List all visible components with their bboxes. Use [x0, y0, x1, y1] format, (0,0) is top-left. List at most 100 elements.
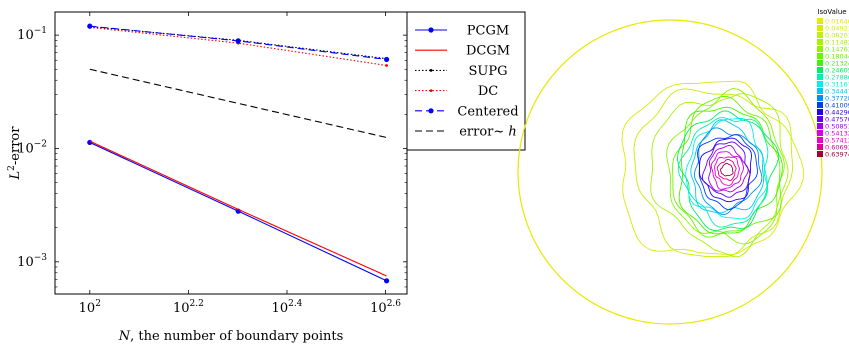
contour-level	[698, 137, 752, 203]
isovalue-label: 0.0164037	[825, 18, 849, 26]
contour-level	[693, 127, 763, 216]
isovalue-swatch	[817, 67, 823, 73]
isovalue-swatch	[817, 123, 823, 129]
isovalue-swatch	[817, 144, 823, 150]
y-axis-label: L2-error	[7, 126, 23, 181]
x-tick-exp: 2.6	[387, 299, 402, 309]
x-tick-base: 10	[272, 301, 289, 316]
y-tick-base: 10	[17, 255, 34, 270]
contour-level	[677, 117, 769, 228]
contour-level	[685, 117, 768, 220]
isovalue-label: 0.0492112	[825, 25, 849, 33]
y-tick-base: 10	[17, 28, 34, 43]
series-line	[89, 140, 387, 277]
y-tick-base: 10	[17, 141, 34, 156]
legend-label-text: error~	[459, 125, 508, 140]
domain-boundary	[517, 19, 823, 325]
contour-level	[710, 151, 744, 190]
y-axis-label-text: -error	[8, 126, 23, 165]
series-point	[385, 64, 388, 67]
isovalue-label: 0.639746	[825, 151, 849, 159]
y-tick-exp: −3	[34, 253, 48, 263]
isovalue-label: 0.442901	[825, 109, 849, 117]
isovalue-swatch	[817, 53, 823, 59]
isovalue-swatch	[817, 109, 823, 115]
series-point	[383, 56, 390, 63]
isovalue-label: 0.541324	[825, 130, 849, 138]
isovalue-label: 0.377286	[825, 95, 849, 103]
series-point	[383, 278, 390, 284]
legend: PCGM DCGM SUPG DC Centered error~ h	[406, 11, 526, 151]
isovalue-swatch	[817, 88, 823, 94]
legend-label: DC	[478, 84, 498, 99]
isovalue-label: 0.508516	[825, 123, 849, 131]
isovalue-swatch	[817, 74, 823, 80]
isovalue-swatch	[817, 81, 823, 87]
y-tick-label: 10−3	[17, 253, 47, 270]
legend-label: DCGM	[466, 44, 510, 59]
series-line	[89, 68, 387, 139]
isovalue-label: 0.574131	[825, 137, 849, 145]
legend-label: SUPG	[469, 64, 508, 79]
isovalue-label: 0.410094	[825, 102, 849, 110]
convergence-plot: 102 102.2 102.4 102.610−310−210−1 N, the nu…	[7, 11, 526, 344]
isovalue-swatch	[817, 137, 823, 143]
legend-box	[406, 11, 526, 151]
isovalue-swatch	[817, 46, 823, 52]
x-tick-base: 10	[79, 301, 96, 316]
legend-label: Centered	[457, 104, 518, 119]
x-axis-label-text: , the number of boundary points	[130, 329, 343, 344]
x-tick-base: 10	[173, 301, 190, 316]
isovalue-swatch	[817, 39, 823, 45]
y-axis-label-sup: 2	[7, 165, 17, 171]
axis-ticks: 102 102.2 102.4 102.610−310−210−1	[17, 12, 407, 316]
legend-marker	[428, 27, 434, 33]
x-tick-label: 102.4	[272, 299, 303, 316]
contour-level	[650, 93, 789, 258]
isovalue-swatch	[817, 95, 823, 101]
isovalue-label: 0.114826	[825, 39, 849, 47]
x-axis-label: N, the number of boundary points	[118, 329, 344, 344]
contour-level	[708, 144, 749, 193]
contour-level	[621, 80, 804, 256]
contour-plot: IsoValue 0.01640370.04921120.08201860.11…	[517, 8, 849, 325]
x-tick-exp: 2.2	[189, 299, 203, 309]
isovalue-swatch	[817, 102, 823, 108]
y-tick-exp: −1	[34, 26, 47, 36]
legend-label: error~ h	[459, 125, 517, 140]
x-tick-exp: 2.4	[288, 299, 303, 309]
contour-level	[678, 106, 783, 235]
series-layer	[87, 23, 390, 284]
contour-level	[633, 88, 793, 258]
isovalue-label: 0.246056	[825, 67, 849, 75]
series-point	[235, 38, 241, 44]
contour-level	[701, 141, 751, 198]
y-tick-label: 10−2	[17, 139, 47, 156]
series-point	[87, 23, 93, 29]
x-tick-base: 10	[370, 301, 387, 316]
isovalue-label: 0.278864	[825, 74, 849, 82]
isovalue-label: 0.147634	[825, 46, 849, 54]
contour-level	[676, 110, 779, 231]
isovalue-label: 0.213249	[825, 60, 849, 68]
isovalue-label: 0.0820186	[825, 32, 849, 40]
isovalue-swatch	[817, 116, 823, 122]
plot-area	[54, 11, 408, 295]
isovalue-label: 0.180441	[825, 53, 849, 61]
contour-level	[714, 156, 740, 186]
contour-level	[672, 95, 782, 238]
y-tick-exp: −2	[34, 139, 47, 149]
isovalue-swatch	[817, 25, 823, 31]
legend-label: PCGM	[467, 24, 509, 39]
legend-marker	[429, 69, 433, 72]
contour-level	[690, 119, 765, 214]
isovalue-swatch	[817, 60, 823, 66]
isovalue-swatch	[817, 18, 823, 24]
x-axis-label-var: N	[118, 329, 131, 344]
isovalue-label: 0.311671	[825, 81, 849, 89]
series-line	[89, 26, 387, 67]
y-axis-label-var: L	[8, 171, 23, 181]
legend-marker	[428, 108, 434, 114]
isovalue-label: 0.344479	[825, 88, 849, 96]
